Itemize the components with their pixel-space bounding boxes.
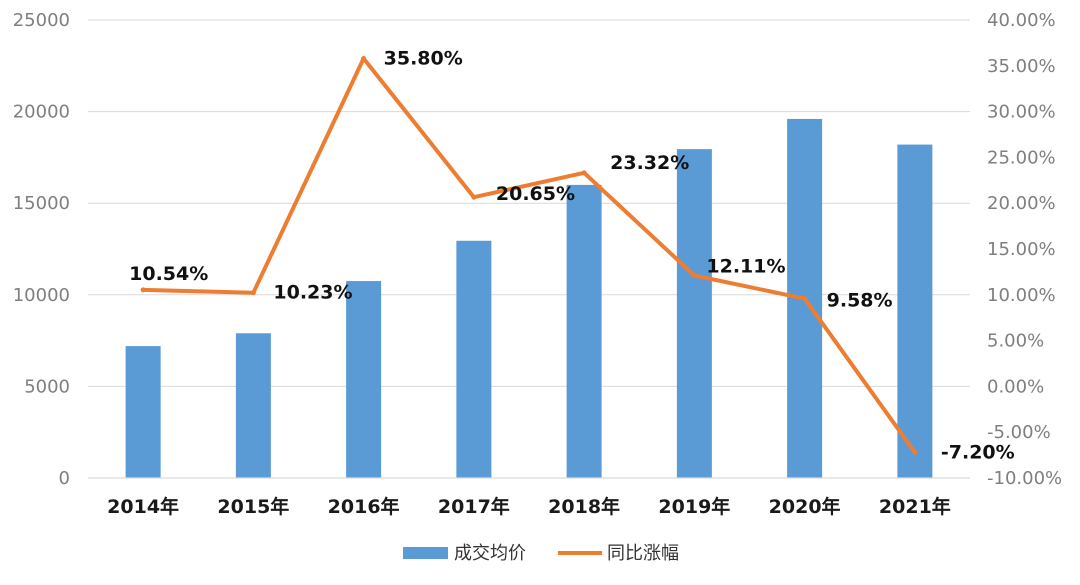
left-tick-label: 10000 bbox=[13, 285, 70, 306]
legend: 成交均价 同比涨幅 bbox=[403, 543, 679, 564]
line-data-labels: 10.54% 10.23% 35.80% 20.65% 23.32% 12.11% 9.58… bbox=[129, 47, 1015, 463]
x-tick-label: 2016年 bbox=[328, 495, 400, 518]
x-axis: 2014年 2015年 2016年 2017年 2018年 2019年 2020年 2021年 bbox=[88, 477, 970, 518]
bar bbox=[235, 333, 271, 478]
legend-label: 成交均价 bbox=[454, 543, 526, 564]
right-tick-label: 40.00% bbox=[987, 10, 1056, 31]
line-point bbox=[361, 55, 367, 61]
legend-label: 同比涨幅 bbox=[607, 543, 679, 564]
legend-swatch-bar bbox=[403, 547, 448, 559]
line-data-label: 35.80% bbox=[384, 47, 463, 69]
bar bbox=[346, 281, 382, 478]
bar-series bbox=[125, 118, 933, 479]
line-series bbox=[140, 55, 918, 455]
x-tick-label: 2018年 bbox=[548, 495, 620, 518]
line-data-label: 9.58% bbox=[827, 290, 893, 312]
bar bbox=[566, 184, 602, 478]
right-tick-label: 0.00% bbox=[987, 376, 1044, 397]
line-point bbox=[802, 296, 808, 302]
line-point bbox=[471, 194, 477, 200]
line-point bbox=[912, 449, 918, 455]
left-tick-label: 20000 bbox=[13, 102, 70, 123]
gridlines bbox=[88, 19, 970, 479]
line-data-label: 23.32% bbox=[610, 152, 689, 174]
left-tick-label: 5000 bbox=[24, 376, 70, 397]
x-tick-label: 2020年 bbox=[769, 495, 841, 518]
right-tick-label: -5.00% bbox=[987, 422, 1051, 443]
x-tick-label: 2015年 bbox=[217, 495, 289, 518]
line-data-label: 12.11% bbox=[706, 255, 785, 277]
x-tick-label: 2019年 bbox=[658, 495, 730, 518]
right-tick-label: 5.00% bbox=[987, 331, 1044, 352]
line-point bbox=[691, 272, 697, 278]
right-tick-label: 15.00% bbox=[987, 239, 1056, 260]
bar bbox=[897, 144, 933, 479]
right-tick-label: -10.00% bbox=[987, 468, 1062, 489]
bar bbox=[125, 346, 161, 478]
bar bbox=[676, 149, 712, 478]
line-point bbox=[250, 290, 256, 296]
bar bbox=[456, 240, 492, 478]
right-tick-label: 35.00% bbox=[987, 56, 1056, 77]
line-data-label: 10.54% bbox=[129, 263, 208, 285]
line-data-label: 10.23% bbox=[273, 282, 352, 304]
line-point bbox=[581, 170, 587, 176]
left-y-axis: 0 5000 10000 15000 20000 25000 bbox=[13, 10, 70, 489]
x-tick-label: 2021年 bbox=[879, 495, 951, 518]
left-tick-label: 25000 bbox=[13, 10, 70, 31]
right-y-axis: -10.00% -5.00% 0.00% 5.00% 10.00% 15.00% 20.00… bbox=[987, 10, 1062, 489]
right-tick-label: 20.00% bbox=[987, 193, 1056, 214]
line-point bbox=[140, 287, 146, 293]
right-tick-label: 10.00% bbox=[987, 285, 1056, 306]
line-data-label: 20.65% bbox=[496, 183, 575, 205]
x-tick-label: 2017年 bbox=[438, 495, 510, 518]
right-tick-label: 30.00% bbox=[987, 102, 1056, 123]
right-tick-label: 25.00% bbox=[987, 147, 1056, 168]
left-tick-label: 15000 bbox=[13, 193, 70, 214]
left-tick-label: 0 bbox=[59, 468, 70, 489]
line-data-label: -7.20% bbox=[941, 441, 1015, 463]
line-path bbox=[141, 56, 917, 455]
x-tick-label: 2014年 bbox=[107, 495, 179, 518]
